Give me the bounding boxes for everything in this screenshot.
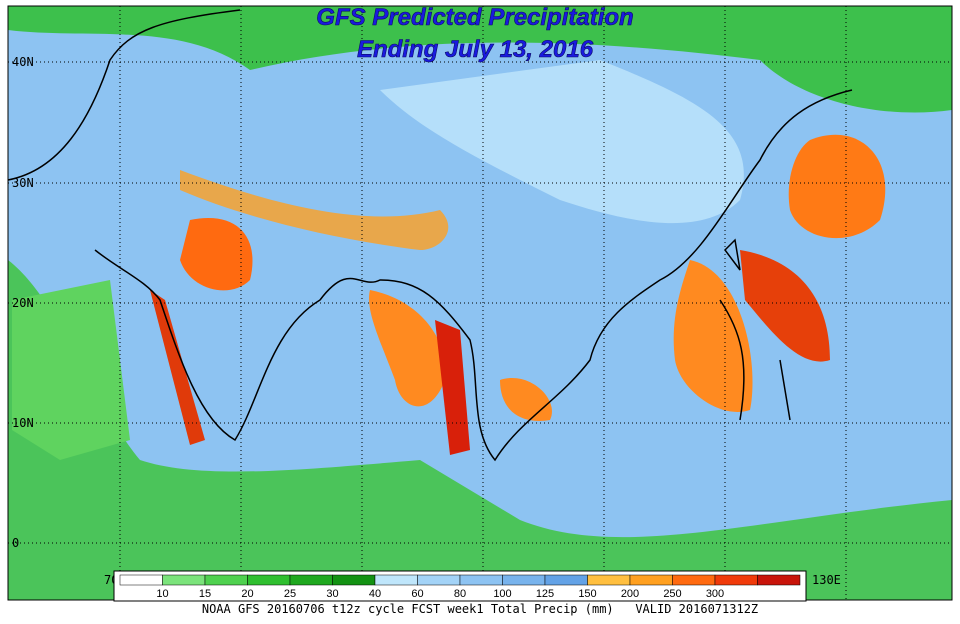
legend-label: 250 — [663, 588, 681, 600]
lat-label: 40N — [12, 55, 34, 69]
legend-swatch — [162, 574, 206, 586]
legend-swatch — [587, 574, 631, 586]
legend-swatch — [502, 574, 546, 586]
legend-swatch — [332, 574, 376, 586]
legend-swatch — [459, 574, 503, 586]
legend-swatch — [544, 574, 588, 586]
legend-label: 15 — [199, 588, 211, 600]
legend-label: 30 — [326, 588, 338, 600]
legend-swatch — [629, 574, 673, 586]
lat-label: 0 — [12, 536, 19, 550]
legend-swatch — [247, 574, 291, 586]
lat-label: 30N — [12, 176, 34, 190]
legend-swatch — [289, 574, 333, 586]
legend-label: 25 — [284, 588, 296, 600]
legend-label: 40 — [369, 588, 381, 600]
legend-swatch — [757, 574, 801, 586]
legend-label: 300 — [706, 588, 724, 600]
legend-label: 80 — [454, 588, 466, 600]
color-legend: 10 15 20 25 30 40 60 80 100 125 150 200 250 300 — [113, 570, 807, 602]
lat-label: 10N — [12, 416, 34, 430]
title-line: GFS Predicted Precipitation — [316, 4, 633, 31]
legend-label: 10 — [156, 588, 168, 600]
legend-swatch — [714, 574, 758, 586]
legend-swatch — [119, 574, 163, 586]
legend-swatch — [672, 574, 716, 586]
legend-label: 100 — [493, 588, 511, 600]
legend-label: 200 — [621, 588, 639, 600]
title-line: Ending July 13, 2016 — [357, 36, 594, 63]
legend-swatch — [204, 574, 248, 586]
lon-label: 130E — [812, 573, 841, 587]
legend-label: 20 — [241, 588, 253, 600]
coastlines — [7, 9, 853, 462]
legend-swatch — [374, 574, 418, 586]
legend-label: 150 — [578, 588, 596, 600]
legend-swatch — [417, 574, 461, 586]
footer: NOAA GFS 20160706 t12z cycle FCST week1 … — [202, 602, 758, 616]
legend-label: 125 — [536, 588, 554, 600]
legend-label: 60 — [411, 588, 423, 600]
lat-label: 20N — [12, 296, 34, 310]
